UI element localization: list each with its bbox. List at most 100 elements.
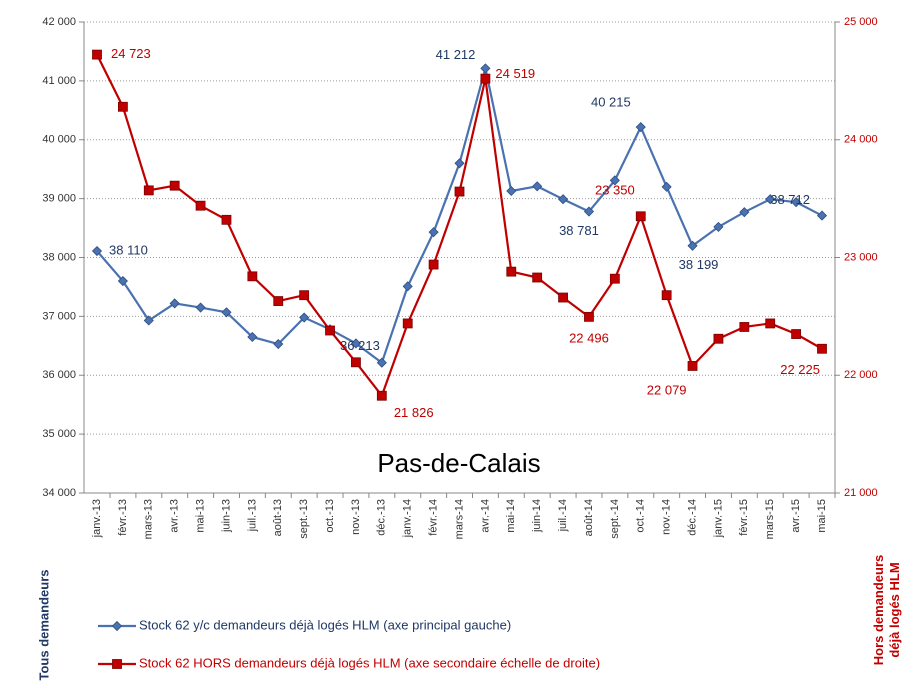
data-point	[661, 181, 672, 192]
data-point	[635, 122, 646, 133]
data-point	[169, 180, 180, 191]
data-point	[765, 194, 776, 205]
x-tick-label: nov.-14	[661, 499, 673, 535]
legend-marker	[111, 620, 123, 632]
data-label: 40 215	[591, 95, 631, 110]
x-tick-label: avr.-15	[790, 499, 802, 533]
data-point	[195, 302, 206, 313]
data-point	[376, 390, 387, 401]
y2-tick-label: 23 000	[844, 251, 878, 263]
data-point	[506, 266, 517, 277]
data-point	[299, 290, 310, 301]
data-point	[739, 207, 750, 218]
x-tick-label: janv.-14	[402, 499, 414, 538]
x-tick-label: avr.-14	[479, 499, 491, 533]
data-label: 38 712	[770, 192, 810, 207]
data-label: 38 110	[109, 242, 148, 257]
x-tick-label: août-13	[272, 499, 284, 536]
data-point	[609, 273, 620, 284]
data-point	[428, 259, 439, 270]
data-point	[195, 200, 206, 211]
data-label: 22 496	[569, 330, 609, 345]
y2-tick-label: 21 000	[844, 487, 878, 499]
x-tick-label: juil.-14	[557, 499, 569, 532]
data-point	[454, 158, 465, 169]
data-label: 24 519	[495, 66, 535, 81]
data-point	[816, 210, 828, 221]
x-tick-label: déc.-14	[686, 499, 698, 536]
data-point	[558, 292, 568, 303]
data-point	[221, 214, 232, 225]
chart-title: Pas-de-Calais	[377, 448, 540, 478]
data-point	[117, 101, 128, 112]
y2-tick-label: 24 000	[844, 134, 878, 146]
series-line	[96, 54, 823, 398]
data-point	[299, 312, 310, 323]
y-tick-label: 37 000	[42, 310, 76, 322]
data-point	[609, 175, 620, 186]
x-tick-label: avr.-13	[169, 499, 181, 533]
x-tick-label: févr.-13	[117, 499, 129, 536]
data-point	[713, 221, 724, 232]
x-tick-label: mai-14	[505, 499, 517, 533]
x-tick-label: mars-14	[453, 499, 465, 539]
data-point	[143, 185, 154, 196]
data-point	[428, 227, 439, 238]
x-tick-label: mars-15	[764, 499, 776, 539]
data-label: 22 079	[647, 382, 687, 397]
x-tick-label: oct.-13	[324, 499, 336, 533]
data-point	[351, 357, 361, 368]
data-point	[817, 343, 827, 354]
data-point	[91, 245, 103, 257]
y-axis-title: Tous demandeurs	[36, 569, 51, 680]
x-tick-label: juin-14	[531, 499, 543, 533]
x-tick-label: févr.-15	[738, 499, 750, 536]
data-point	[532, 181, 543, 192]
data-point	[325, 325, 335, 336]
x-tick-label: sept.-13	[298, 499, 310, 539]
y2-tick-label: 22 000	[844, 369, 878, 381]
data-point	[687, 361, 698, 371]
data-point	[350, 338, 361, 349]
data-label: 41 212	[436, 47, 476, 62]
y-tick-label: 39 000	[42, 193, 76, 205]
y2-tick-label: 25 000	[844, 16, 878, 28]
y2-axis-title: Hors demandeursdéjà logés HLM	[872, 555, 903, 666]
data-label: 36 213	[340, 338, 380, 353]
data-point	[221, 307, 232, 318]
x-tick-label: mars-13	[143, 499, 155, 539]
data-point	[584, 311, 594, 322]
y-tick-label: 40 000	[42, 134, 76, 146]
data-point	[376, 357, 387, 368]
x-tick-label: févr.-14	[428, 499, 440, 536]
y2-axis-title-text: Hors demandeursdéjà logés HLM	[872, 555, 903, 666]
data-point	[661, 290, 672, 301]
data-point	[558, 194, 569, 205]
data-point	[92, 49, 102, 60]
data-point	[247, 331, 258, 343]
x-tick-label: nov.-13	[350, 499, 362, 535]
data-point	[506, 185, 517, 197]
data-point	[480, 73, 491, 84]
data-point	[273, 338, 284, 350]
y-tick-label: 38 000	[42, 251, 76, 263]
series-line	[96, 68, 823, 365]
data-label: 38 199	[679, 257, 719, 272]
data-point	[169, 298, 180, 309]
data-point	[143, 315, 154, 326]
y-tick-label: 41 000	[42, 75, 76, 87]
x-tick-label: sept.-14	[609, 499, 621, 539]
data-label: 21 826	[394, 405, 434, 420]
y-tick-label: 42 000	[42, 16, 76, 28]
x-tick-label: déc.-13	[376, 499, 388, 536]
data-point	[532, 272, 543, 283]
data-point	[402, 318, 413, 329]
x-tick-label: juil.-13	[246, 499, 258, 532]
data-point	[791, 329, 802, 339]
data-label: 23 350	[595, 183, 635, 198]
data-point	[739, 322, 750, 332]
data-point	[765, 318, 776, 329]
data-point	[480, 63, 491, 74]
data-point	[402, 281, 413, 292]
